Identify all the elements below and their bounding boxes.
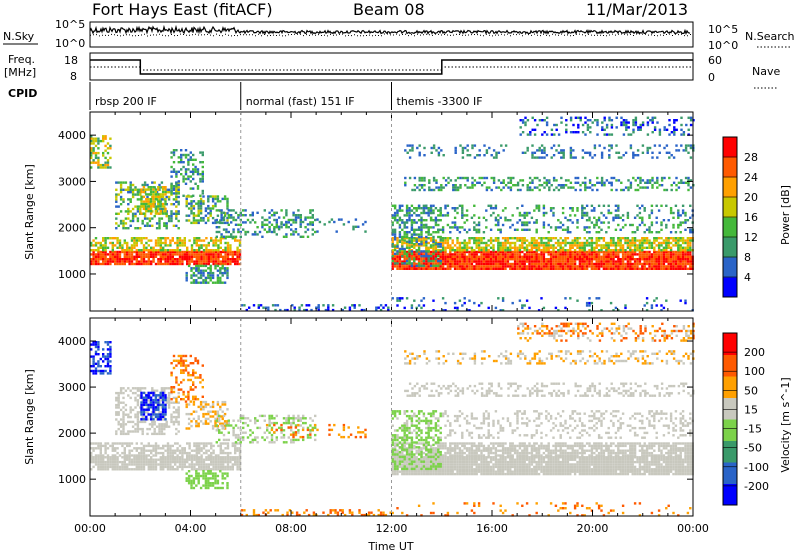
velocity-echo-map: [90, 323, 695, 517]
nsky-line: [90, 27, 690, 34]
colorbar-tick-label: -100: [744, 461, 769, 474]
station-title: Fort Hays East (fitACF): [92, 0, 273, 19]
colorbar-tick-label: -15: [744, 423, 762, 436]
cpid-label: CPID: [8, 87, 37, 100]
colorbar-tick-label: 12: [744, 231, 758, 244]
colorbar-tick-label: -50: [744, 442, 762, 455]
nsearch-label: N.Search: [745, 30, 795, 43]
velocity-ylabel: Slant Range [km]: [23, 369, 36, 465]
date-title: 11/Mar/2013: [586, 0, 688, 19]
nsky-trace: [90, 27, 691, 36]
beam-title: Beam 08: [353, 0, 425, 19]
cpid-mode-label: rbsp 200 IF: [95, 95, 157, 108]
colorbar-tick-label: 28: [744, 151, 758, 164]
nsky-right-tick-top: 10^5: [708, 23, 738, 36]
velocity-panel: 1000 2000 3000 4000 Slant Range [km] 00:00 0…: [23, 318, 709, 553]
freq-label-2: [MHz]: [4, 66, 36, 79]
power-echo-map: [90, 117, 695, 312]
x-tick-label: 00:00: [677, 522, 709, 535]
nsearch-line: [90, 34, 691, 36]
x-tick-label: 00:00: [74, 522, 106, 535]
nsky-panel: N.Sky 10^5 10^0 10^5 10^0 N.Search: [3, 18, 795, 52]
colorbar-tick-label: 200: [744, 346, 765, 359]
x-tick-label: 20:00: [577, 522, 609, 535]
nave-line: [90, 67, 693, 70]
freq-label-1: Freq.: [8, 53, 35, 66]
nave-tick-top: 60: [708, 54, 722, 67]
y-tick-label: 2000: [58, 427, 86, 440]
cpid-mode-list: rbsp 200 IF normal (fast) 151 IF themis -3…: [90, 82, 483, 110]
nsky-label: N.Sky: [3, 30, 35, 43]
nave-tick-bottom: 0: [708, 71, 715, 84]
x-tick-label: 16:00: [476, 522, 508, 535]
y-tick-label: 4000: [58, 335, 86, 348]
power-panel: 1000 2000 3000 4000 Slant Range [km]: [23, 112, 695, 312]
y-tick-label: 1000: [58, 268, 86, 281]
colorbar-tick-label: 50: [744, 384, 758, 397]
x-tick-label: 08:00: [275, 522, 307, 535]
nsky-tick-top: 10^5: [55, 18, 85, 31]
power-colorbar-label: Power [dB]: [779, 185, 792, 245]
freq-tick-bottom: 8: [70, 70, 77, 83]
y-tick-label: 1000: [58, 473, 86, 486]
velocity-colorbar: 200 100 50 15 -15 -50 -100 -200: [723, 333, 769, 506]
nave-label: Nave: [752, 65, 780, 78]
freq-trace: [90, 60, 693, 74]
colorbar-tick-label: 8: [744, 251, 751, 264]
power-colorbar: 28 24 20 16 12 8 4: [723, 137, 758, 298]
y-tick-label: 4000: [58, 129, 86, 142]
x-axis-label: Time UT: [367, 540, 413, 553]
velocity-colorbar-label: Velocity [m s^-1]: [779, 377, 792, 472]
colorbar-tick-label: 16: [744, 211, 758, 224]
cpid-panel: CPID rbsp 200 IF normal (fast) 151 IF them…: [8, 82, 483, 110]
freq-panel: Freq. [MHz] 18 8 60 0 Nave: [4, 53, 780, 88]
colorbar-tick-label: 24: [744, 171, 758, 184]
y-tick-label: 2000: [58, 222, 86, 235]
cpid-mode-label: normal (fast) 151 IF: [246, 95, 355, 108]
x-tick-label: 04:00: [175, 522, 207, 535]
y-tick-label: 3000: [58, 175, 86, 188]
colorbar-tick-label: 100: [744, 365, 765, 378]
nsky-right-tick-bottom: 10^0: [708, 39, 738, 52]
colorbar-tick-label: 20: [744, 191, 758, 204]
y-tick-label: 3000: [58, 381, 86, 394]
cpid-mode-label: themis -3300 IF: [397, 95, 483, 108]
nsky-tick-bottom: 10^0: [55, 37, 85, 50]
colorbar-tick-label: 4: [744, 271, 751, 284]
power-x-ticks: [90, 112, 693, 311]
colorbar-tick-label: -200: [744, 480, 769, 493]
x-tick-label: 12:00: [376, 522, 408, 535]
colorbar-tick-label: 15: [744, 403, 758, 416]
power-ylabel: Slant Range [km]: [23, 164, 36, 260]
freq-tick-top: 18: [64, 54, 78, 67]
